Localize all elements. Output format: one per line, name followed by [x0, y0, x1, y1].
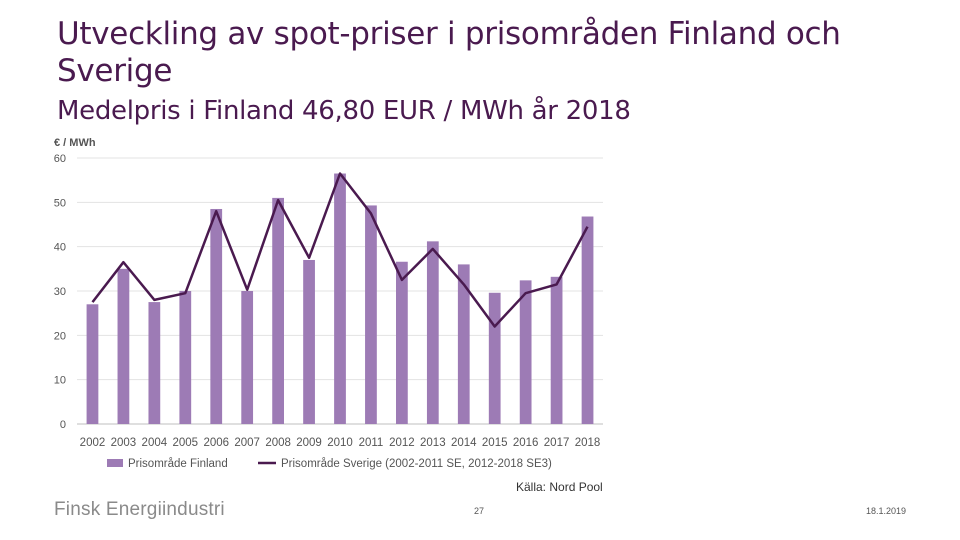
x-tick-label: 2014 [451, 437, 477, 449]
x-tick-label: 2016 [513, 437, 539, 449]
bar [581, 216, 594, 424]
bar-series [86, 173, 594, 424]
source-note: Källa: Nord Pool [516, 480, 603, 494]
legend-label-sverige: Prisområde Sverige (2002-2011 SE, 2012-2… [281, 458, 552, 470]
bar [488, 292, 501, 424]
slide-title: Utveckling av spot-priser i prisområden … [57, 16, 841, 89]
x-tick-label: 2007 [234, 437, 260, 449]
x-tick-label: 2015 [482, 437, 508, 449]
bar [86, 304, 99, 424]
x-tick-label: 2011 [359, 437, 384, 449]
y-tick-label: 0 [60, 419, 66, 431]
x-tick-label: 2017 [544, 437, 570, 449]
y-tick-label: 10 [54, 375, 66, 387]
y-axis-ticks: 0 10 20 30 40 50 60 [54, 153, 66, 431]
x-tick-label: 2018 [575, 437, 601, 449]
bar [241, 291, 254, 424]
slide-subtitle: Medelpris i Finland 46,80 EUR / MWh år 2… [57, 96, 631, 126]
brand-logo: Finsk Energiindustri [54, 499, 225, 520]
x-tick-label: 2002 [80, 437, 106, 449]
x-tick-label: 2005 [172, 437, 198, 449]
x-tick-label: 2006 [203, 437, 229, 449]
bar [272, 197, 284, 424]
x-tick-label: 2004 [142, 437, 168, 449]
bar [334, 173, 346, 424]
bar [396, 261, 408, 424]
bar [148, 302, 161, 424]
y-tick-label: 50 [54, 197, 66, 209]
x-tick-label: 2012 [389, 437, 415, 449]
slide-date: 18.1.2019 [866, 506, 907, 516]
bar [519, 280, 532, 424]
bar [457, 264, 470, 424]
y-tick-label: 60 [54, 153, 66, 165]
x-tick-label: 2008 [265, 437, 291, 449]
y-tick-label: 30 [54, 286, 66, 298]
series-line-sverige [91, 172, 589, 328]
chart-legend: Prisområde Finland Prisområde Sverige (20… [107, 458, 552, 470]
page-number: 27 [474, 506, 485, 516]
x-tick-label: 2003 [111, 437, 137, 449]
y-tick-label: 40 [54, 242, 66, 254]
x-axis-ticks: 2002 2003 2004 2005 2006 2007 2008 2009 2010 2011… [80, 437, 601, 449]
bar [179, 291, 192, 424]
x-tick-label: 2010 [327, 437, 353, 449]
y-tick-label: 20 [54, 330, 66, 342]
legend-label-finland: Prisområde Finland [128, 458, 228, 470]
y-axis-label: € / MWh [54, 137, 96, 149]
bar [365, 205, 377, 424]
bar [426, 241, 439, 424]
line-series [91, 172, 589, 328]
legend-swatch-finland [107, 459, 123, 467]
bar [303, 259, 315, 424]
bar [210, 208, 223, 424]
bar [117, 268, 130, 424]
x-tick-label: 2009 [296, 437, 322, 449]
bar [550, 276, 563, 424]
x-tick-label: 2013 [420, 437, 446, 449]
